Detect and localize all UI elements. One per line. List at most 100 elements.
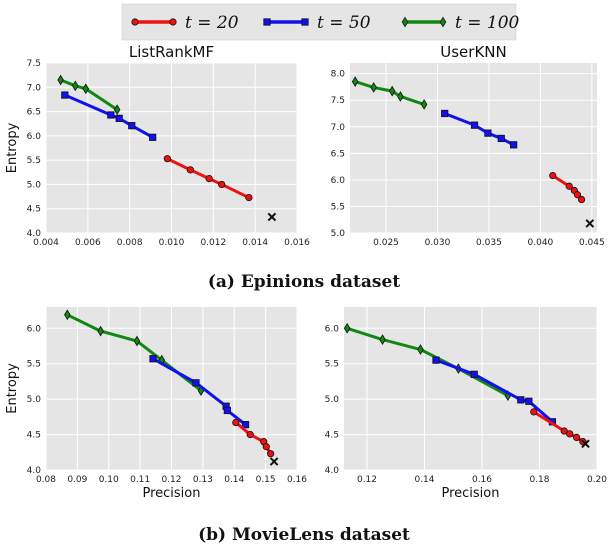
data-point — [72, 80, 79, 92]
data-point — [218, 180, 226, 189]
x-tick-label: 0.14 — [224, 475, 244, 485]
x-tick-label: 0.16 — [287, 475, 307, 485]
chart-panel-4: 0.12 0.14 0.16 0.18 0.20 4.0 4.5 5.0 5.5 6.0 Preci… — [325, 307, 607, 501]
x-tick-label: 0.18 — [529, 475, 549, 485]
data-point — [128, 122, 136, 130]
series-line — [60, 78, 118, 111]
series-t=100 — [351, 76, 428, 110]
y-tick-label: 4.0 — [325, 466, 340, 476]
data-point — [61, 91, 69, 99]
legend-marker — [169, 18, 177, 26]
reference-point-marker — [585, 219, 595, 228]
chart-panel-3: 0.08 0.09 0.10 0.11 0.12 0.13 0.14 0.15 0.16 4.0 4… — [5, 307, 307, 501]
data-point — [370, 82, 377, 93]
y-tick-label: 4.5 — [27, 205, 41, 215]
x-tick-label: 0.10 — [99, 475, 119, 485]
x-tick-label: 0.12 — [161, 475, 181, 485]
data-point — [149, 355, 157, 363]
series-t=20 — [549, 172, 586, 204]
data-point — [351, 76, 359, 87]
legend-marker — [401, 16, 409, 28]
legend-background — [121, 3, 517, 41]
reference-point-marker — [581, 439, 590, 449]
x-axis-label: Precision — [142, 486, 200, 501]
y-tick-label: 6.0 — [27, 324, 42, 334]
series-t=100 — [57, 74, 121, 115]
series-t=20 — [163, 155, 253, 202]
x-tick-label: 0.16 — [472, 475, 492, 485]
x-tick-label: 0.20 — [587, 475, 607, 485]
x-tick-label: 0.15 — [256, 475, 276, 485]
x-tick-label: 0.040 — [528, 238, 554, 248]
series-t=20 — [232, 418, 275, 458]
legend-entry: t = 50 — [263, 13, 371, 33]
data-point — [417, 344, 424, 355]
y-tick-label: 6.0 — [331, 176, 346, 186]
data-point — [186, 166, 194, 174]
data-point — [517, 396, 525, 404]
data-point — [441, 109, 449, 118]
legend-entry: t = 20 — [131, 13, 239, 33]
reference-point-marker — [267, 212, 277, 222]
panels: 0.004 0.006 0.008 0.010 0.012 0.014 0.016 4.0 4.… — [5, 43, 607, 501]
series-t=50 — [441, 109, 518, 149]
data-point — [149, 133, 157, 141]
data-point — [205, 175, 213, 183]
data-point — [397, 91, 404, 102]
y-tick-label: 5.5 — [325, 360, 339, 370]
data-point — [470, 370, 478, 378]
series-t=20 — [530, 408, 587, 446]
x-tick-label: 0.025 — [373, 238, 399, 248]
data-point — [560, 427, 568, 435]
data-point — [115, 114, 123, 122]
x-tick-label: 0.12 — [357, 475, 377, 485]
data-point — [262, 443, 270, 451]
y-tick-label: 7.0 — [331, 123, 346, 133]
chart-title: ListRankMF — [129, 43, 214, 61]
data-point — [245, 193, 253, 202]
caption-a: (a) Epinions dataset — [208, 272, 400, 292]
data-point — [525, 397, 533, 405]
legend-label: t = 50 — [317, 13, 371, 33]
data-point — [530, 408, 538, 416]
reference-point-marker — [269, 457, 279, 466]
data-point — [379, 334, 386, 345]
x-tick-label: 0.11 — [130, 475, 150, 485]
data-point — [163, 155, 171, 163]
y-tick-label: 5.5 — [27, 360, 41, 370]
data-point — [566, 430, 574, 438]
x-tick-label: 0.016 — [284, 238, 310, 248]
legend-items: t = 20 t = 50 t = 100 — [131, 13, 520, 33]
chart-panel-2: 0.025 0.030 0.035 0.040 0.045 5.0 5.5 6.0 6.5 7.0… — [331, 43, 605, 248]
legend-entry: t = 100 — [401, 13, 520, 33]
data-point — [241, 421, 250, 429]
chart-title: UserKNN — [440, 43, 506, 61]
y-tick-label: 5.0 — [325, 395, 340, 405]
data-point — [577, 195, 586, 204]
x-tick-label: 0.010 — [159, 238, 185, 248]
legend-marker — [301, 18, 309, 26]
data-point — [192, 379, 200, 387]
legend: t = 20 t = 50 t = 100 — [121, 3, 520, 41]
legend-label: t = 20 — [185, 13, 239, 33]
data-point — [267, 450, 275, 458]
y-tick-label: 6.5 — [27, 108, 41, 118]
legend-marker — [131, 18, 139, 26]
data-point — [232, 418, 240, 427]
series-t=50 — [432, 356, 557, 426]
data-point — [343, 322, 351, 334]
data-point — [573, 191, 582, 199]
x-tick-label: 0.006 — [75, 238, 101, 248]
x-tick-label: 0.030 — [425, 238, 451, 248]
data-point — [223, 406, 231, 415]
data-point — [432, 356, 440, 364]
x-tick-label: 0.014 — [242, 238, 268, 248]
data-point — [246, 430, 254, 439]
x-axis-label: Precision — [441, 486, 499, 501]
y-tick-label: 6.5 — [331, 149, 345, 159]
y-tick-label: 5.5 — [27, 156, 41, 166]
x-tick-label: 0.13 — [193, 475, 213, 485]
legend-marker — [439, 16, 447, 28]
y-tick-label: 7.0 — [27, 83, 42, 93]
